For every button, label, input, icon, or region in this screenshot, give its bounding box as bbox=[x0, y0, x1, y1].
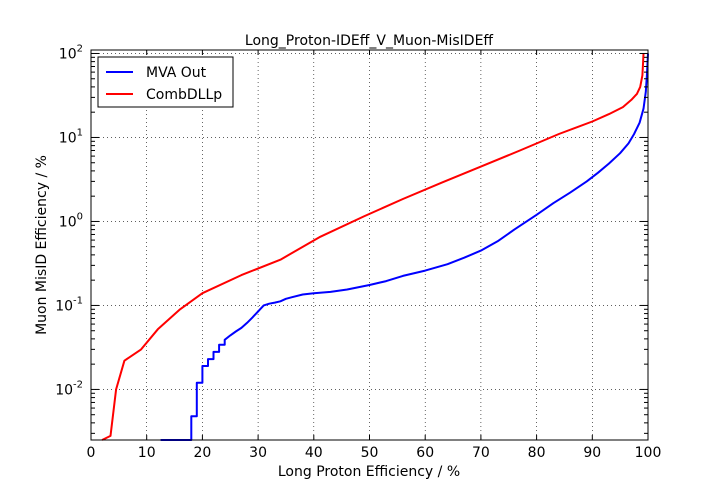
y-tick-label-base: 10 bbox=[55, 298, 73, 314]
y-tick-label-base: 10 bbox=[55, 382, 73, 398]
x-tick-label: 40 bbox=[305, 445, 323, 461]
y-tick-label: 10-2 bbox=[55, 379, 83, 398]
y-tick-label-exponent: -1 bbox=[73, 295, 83, 306]
y-tick-label: 10-1 bbox=[55, 295, 83, 314]
y-tick-label-exponent: 1 bbox=[77, 127, 83, 138]
legend-box bbox=[97, 56, 234, 108]
y-tick-label: 101 bbox=[59, 127, 83, 146]
chart-title: Long_Proton-IDEff_V_Muon-MisIDEff bbox=[245, 33, 494, 49]
y-tick-label: 102 bbox=[59, 43, 83, 62]
x-axis-label: Long Proton Efficiency / % bbox=[278, 464, 460, 480]
legend-label: MVA Out bbox=[146, 65, 207, 81]
y-tick-label-base: 10 bbox=[59, 130, 77, 146]
series-line-combdllp bbox=[101, 53, 645, 441]
x-tick-label: 10 bbox=[138, 445, 156, 461]
x-tick-label: 90 bbox=[583, 445, 601, 461]
x-axis: 0 10 20 30 40 50 60 70 80 90 100 bbox=[87, 50, 662, 461]
y-tick-label-base: 10 bbox=[59, 214, 77, 230]
x-tick-label: 100 bbox=[635, 445, 662, 461]
x-tick-label: 70 bbox=[472, 445, 490, 461]
x-tick-label: 60 bbox=[416, 445, 434, 461]
y-tick-label: 100 bbox=[59, 211, 83, 230]
x-tick-label: 0 bbox=[87, 445, 96, 461]
x-tick-label: 30 bbox=[249, 445, 267, 461]
y-tick-label-exponent: 2 bbox=[77, 43, 83, 54]
y-tick-label-base: 10 bbox=[59, 46, 77, 62]
legend: MVA Out CombDLLp bbox=[97, 56, 234, 108]
legend-label: CombDLLp bbox=[146, 87, 222, 103]
y-tick-label-exponent: 0 bbox=[77, 211, 83, 222]
y-tick-label-exponent: -2 bbox=[73, 379, 83, 390]
plot-area bbox=[101, 53, 649, 441]
series-line-mva-out bbox=[160, 53, 649, 441]
x-tick-label: 50 bbox=[361, 445, 379, 461]
y-axis-label: Muon MisID Efficiency / % bbox=[34, 155, 50, 335]
x-tick-label: 20 bbox=[193, 445, 211, 461]
x-tick-label: 80 bbox=[528, 445, 546, 461]
